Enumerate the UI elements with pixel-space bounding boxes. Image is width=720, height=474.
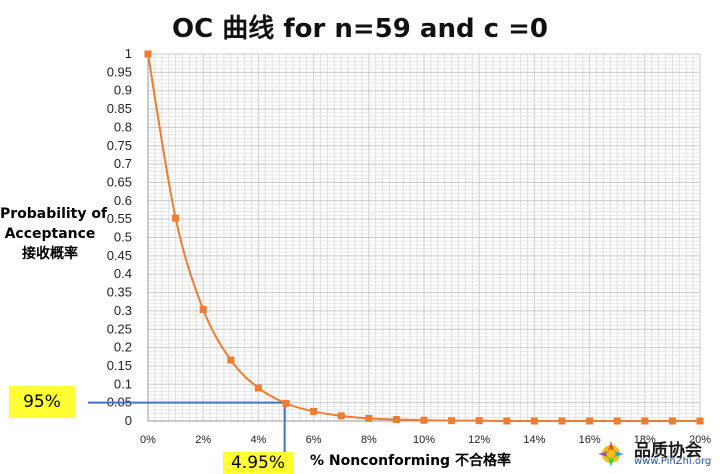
y-axis-label-line-2: Acceptance <box>4 226 96 242</box>
x-tick-label: 16% <box>579 434 601 446</box>
x-tick-label: 12% <box>468 434 490 446</box>
oc-curve-point <box>558 417 566 425</box>
y-tick-label: 0.1 <box>114 376 132 391</box>
oc-curve-point <box>337 412 345 420</box>
y-axis-label-line-3: 接收概率 <box>22 246 78 262</box>
oc-curve-line <box>147 53 700 423</box>
oc-curve-point <box>696 417 704 425</box>
oc-curve-point <box>503 417 511 425</box>
y-tick-label: 0.25 <box>107 321 132 336</box>
oc-curve-point <box>586 417 594 425</box>
y-tick-label: 0.15 <box>107 358 132 373</box>
y-axis-label-line-1: Probability of <box>0 206 108 222</box>
y-tick-label: 0.4 <box>114 266 132 281</box>
oc-curve-point <box>392 416 400 424</box>
y-tick-label: 0.35 <box>107 285 132 300</box>
pinzhi-logo-icon <box>598 441 624 467</box>
x-axis-label: % Nonconforming 不合格率 <box>310 453 511 469</box>
oc-curve-point <box>254 384 262 392</box>
y-axis-label: Probability of Acceptance 接收概率 <box>0 204 108 264</box>
x-tick-label: 14% <box>523 434 545 446</box>
oc-curve-point <box>365 414 373 422</box>
oc-curve-point <box>144 50 152 58</box>
oc-curve-point <box>475 417 483 425</box>
x-tick-label: 0% <box>140 434 156 446</box>
y-tick-label: 0.55 <box>107 211 132 226</box>
y-tick-label: 0.95 <box>107 64 132 79</box>
oc-curve-point <box>613 417 621 425</box>
oc-curve-point <box>668 417 676 425</box>
oc-curve-point <box>172 214 180 222</box>
y-tick-label: 0.6 <box>114 193 132 208</box>
y-tick-label: 0.75 <box>107 138 132 153</box>
x-tick-label: 6% <box>306 434 322 446</box>
y-tick-label: 0.65 <box>107 174 132 189</box>
nonconforming-4-95-highlight: 4.95% <box>223 452 293 474</box>
x-tick-label: 2% <box>195 434 211 446</box>
watermark-url: www.PinZhi.org <box>634 456 712 467</box>
y-tick-label: 0 <box>125 413 132 428</box>
x-tick-label: 4% <box>250 434 266 446</box>
y-tick-label: 0.3 <box>114 303 132 318</box>
x-tick-label: 20% <box>689 434 711 446</box>
oc-curve-point <box>641 417 649 425</box>
watermark-name: 品质协会 <box>634 441 702 461</box>
y-tick-label: 0.2 <box>114 340 132 355</box>
chart-title: OC 曲线 for n=59 and c =0 <box>172 14 548 44</box>
y-tick-label: 0.8 <box>114 119 132 134</box>
y-tick-label: 0.5 <box>114 230 132 245</box>
y-tick-label: 0.45 <box>107 248 132 263</box>
oc-curve-point <box>448 417 456 425</box>
oc-curve-point <box>530 417 538 425</box>
y-tick-label: 0.9 <box>114 83 132 98</box>
oc-curve-point <box>420 416 428 424</box>
y-tick-label: 1 <box>125 46 132 61</box>
oc-curve-point <box>310 407 318 415</box>
watermark: 品质协会 www.PinZhi.org <box>594 434 720 474</box>
oc-curve-point <box>282 399 290 407</box>
oc-curve-point <box>227 356 235 364</box>
x-tick-label: 18% <box>634 434 656 446</box>
oc-curve-point <box>199 305 207 313</box>
x-tick-label: 10% <box>413 434 435 446</box>
y-tick-label: 0.7 <box>114 156 132 171</box>
y-tick-label: 0.85 <box>107 101 132 116</box>
x-tick-label: 8% <box>361 434 377 446</box>
acceptance-95-highlight: 95% <box>9 386 75 418</box>
